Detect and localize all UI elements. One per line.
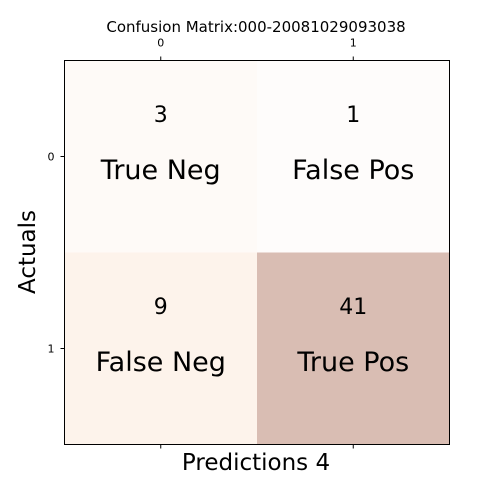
heatmap-cell-0-0 [64, 60, 257, 253]
cell-label-0-0: True Neg [100, 155, 221, 186]
heatmap-cell-1-0 [64, 252, 257, 445]
cell-label-1-1: True Pos [296, 347, 409, 378]
cell-count-0-0: 3 [154, 103, 168, 128]
y-tick-label-0: 0 [48, 151, 55, 164]
cell-count-1-0: 9 [154, 295, 168, 320]
heatmap-cell-0-1 [257, 60, 450, 253]
cell-label-1-0: False Neg [96, 347, 226, 378]
y-tick-label-1: 1 [48, 343, 55, 356]
x-axis-label: Predictions 4 [182, 450, 330, 476]
x-tick-label-1: 1 [350, 37, 357, 50]
cell-count-1-1: 41 [339, 295, 367, 320]
x-tick-label-0: 0 [157, 37, 164, 50]
cell-label-0-1: False Pos [292, 155, 414, 186]
heatmap-cells [64, 60, 450, 445]
y-axis-label: Actuals [15, 210, 41, 294]
cell-count-0-1: 1 [346, 103, 360, 128]
heatmap-cell-1-1 [257, 252, 450, 445]
axis-ticks: 0 1 0 1 [48, 37, 357, 449]
plot-frame [64, 60, 450, 445]
heatmap-cell-labels: 3 True Neg 1 False Pos 9 False Neg 41 True Pos [96, 103, 415, 378]
chart-title: Confusion Matrix:000-20081029093038 [106, 18, 405, 36]
